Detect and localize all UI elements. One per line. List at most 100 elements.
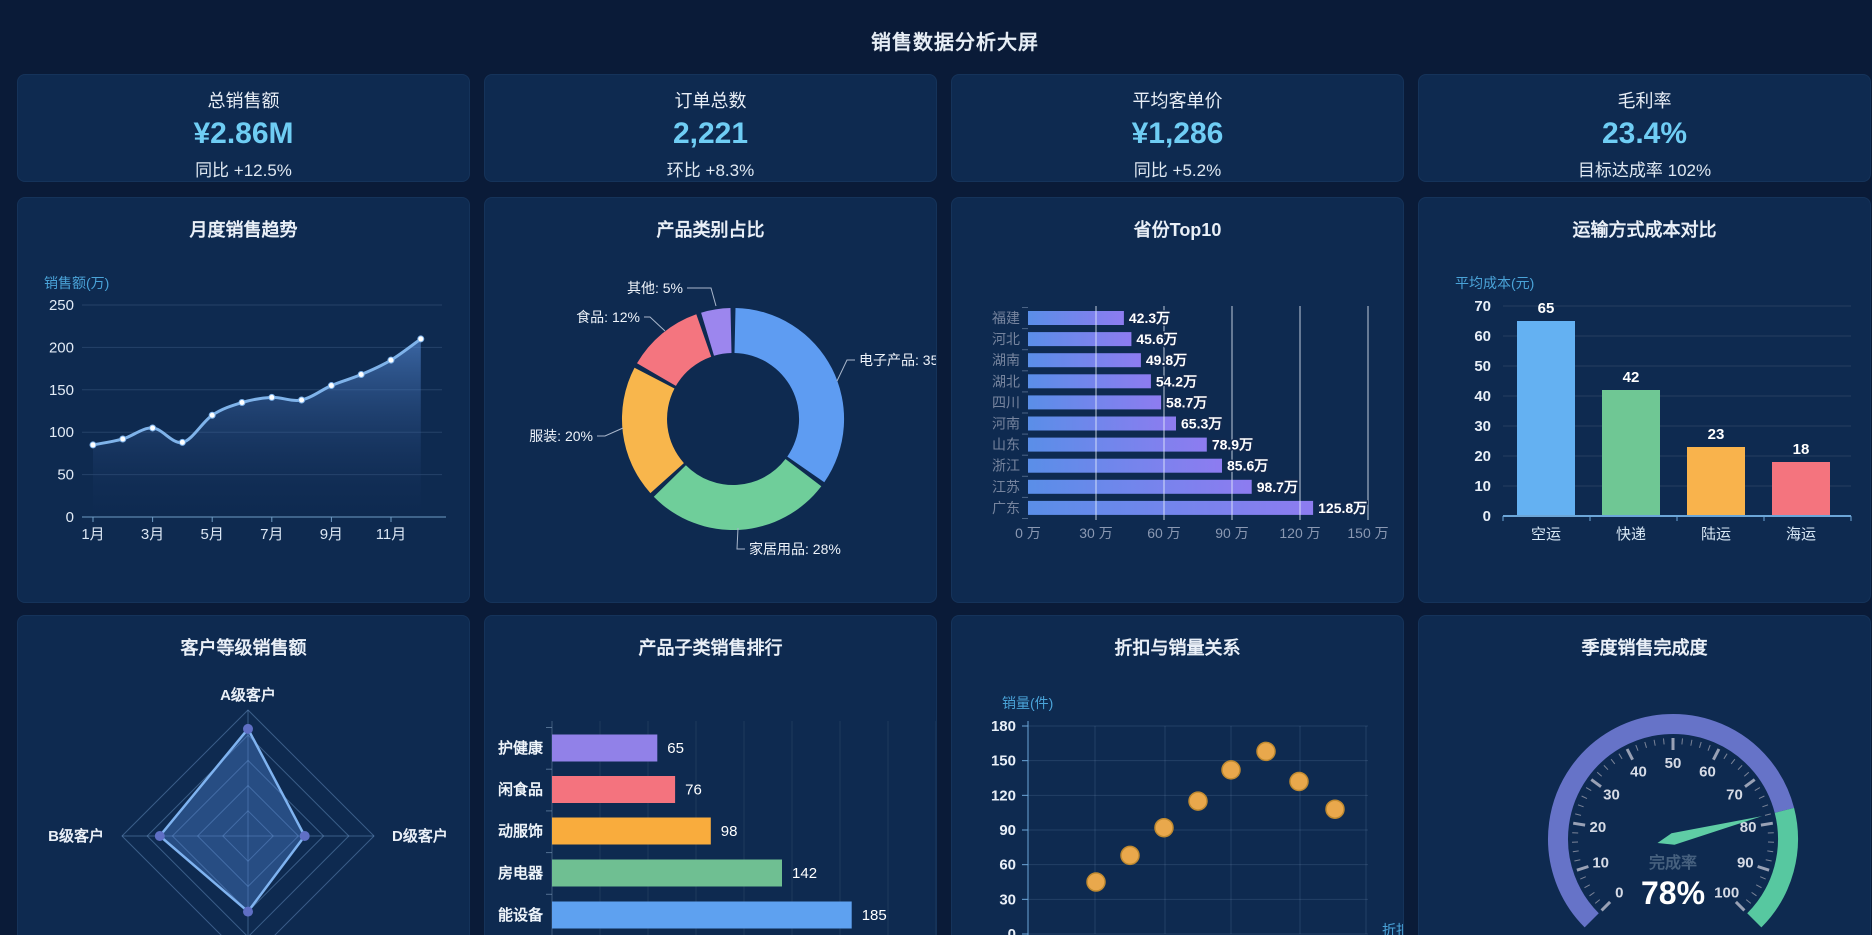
svg-text:30: 30 (1474, 418, 1491, 435)
svg-text:150: 150 (49, 382, 74, 399)
svg-text:河北: 河北 (992, 331, 1020, 347)
kpi-subtext: 目标达成率 102% (1577, 161, 1712, 180)
svg-text:家居用品: 28%: 家居用品: 28% (749, 541, 841, 557)
svg-text:100: 100 (1714, 885, 1739, 902)
svg-text:60: 60 (1699, 763, 1716, 780)
svg-text:A级客户: A级客户 (220, 686, 276, 704)
svg-text:90: 90 (1737, 855, 1754, 872)
svg-text:250: 250 (49, 297, 74, 314)
svg-text:150 万: 150 万 (1347, 525, 1388, 541)
scatter-chart-discount-sales: 销量(件) 0 30 60 90 120 150 180 折扣率 (991, 695, 1403, 935)
kpi-card-avg-order-value: 平均客单价 ¥1,286 同比 +5.2% (951, 74, 1404, 182)
svg-text:58.7万: 58.7万 (1166, 394, 1207, 410)
chart-card-monthly-trend: 月度销售趋势 0 50 100 150 200 250 销售额(万) 1月 3月 5月 7月 9月 11… (17, 197, 470, 603)
svg-text:浙江: 浙江 (992, 458, 1020, 474)
svg-text:80: 80 (1740, 819, 1757, 836)
svg-text:陆运: 陆运 (1701, 526, 1731, 543)
kpi-value: ¥2.86M (193, 117, 294, 150)
svg-text:65.3万: 65.3万 (1181, 416, 1222, 432)
svg-text:福建: 福建 (992, 310, 1020, 326)
donut-chart-category-share: 电子产品: 35% 家居用品: 28% 服装: 20% 食品: 12% 其他: 5% (529, 280, 936, 557)
svg-text:100: 100 (49, 424, 74, 441)
svg-text:0: 0 (1008, 926, 1016, 935)
kpi-subtext: 同比 +5.2% (1133, 161, 1222, 180)
svg-text:3月: 3月 (141, 526, 164, 543)
svg-text:70: 70 (1726, 786, 1743, 803)
svg-text:完成率: 完成率 (1649, 853, 1697, 872)
svg-text:90: 90 (999, 822, 1016, 839)
svg-text:湖南: 湖南 (992, 352, 1020, 368)
chart-card-category-share: 产品类别占比 电子产品: 35% 家居用品: 28% 服装: 20% 食品: 12% 其… (484, 197, 937, 603)
svg-text:护健康: 护健康 (498, 739, 544, 757)
chart-card-discount-scatter: 折扣与销量关系 销量(件) 0 30 60 90 120 150 180 折扣率 (951, 615, 1404, 935)
svg-text:1月: 1月 (81, 526, 104, 543)
svg-text:49.8万: 49.8万 (1146, 352, 1187, 368)
svg-text:闲食品: 闲食品 (498, 781, 543, 799)
svg-text:78.9万: 78.9万 (1212, 437, 1253, 453)
chart-card-subcategory-rank: 产品子类销售排行 护健康 65 闲食品 76 动服饰 98 房电器 142 能设备 185 (484, 615, 937, 935)
svg-text:50: 50 (1665, 755, 1682, 772)
svg-text:食品: 12%: 食品: 12% (576, 309, 640, 325)
svg-text:9月: 9月 (320, 526, 343, 543)
svg-text:海运: 海运 (1786, 526, 1816, 543)
svg-text:70: 70 (1474, 298, 1491, 315)
bar-chart-transport-cost: 平均成本(元) 0 10 20 30 40 50 60 70 65 空运 42 快递 23 陆运 18 海运 (1455, 275, 1852, 543)
svg-text:40: 40 (1474, 388, 1491, 405)
gauge-chart-quarterly-completion: 0 10 20 30 40 50 60 70 80 90 100 完成率 78% (1548, 713, 1798, 928)
svg-text:120: 120 (991, 787, 1016, 804)
svg-text:B级客户: B级客户 (48, 827, 104, 845)
hbar-chart-subcategory-rank: 护健康 65 闲食品 76 动服饰 98 房电器 142 能设备 185 (498, 721, 936, 935)
svg-text:120 万: 120 万 (1279, 525, 1320, 541)
chart-title: 折扣与销量关系 (1114, 638, 1241, 658)
svg-text:动服饰: 动服饰 (498, 822, 543, 840)
svg-text:服装: 20%: 服装: 20% (529, 428, 593, 444)
kpi-label: 平均客单价 (1132, 91, 1223, 111)
kpi-label: 订单总数 (674, 91, 747, 111)
svg-text:180: 180 (991, 718, 1016, 735)
chart-title: 季度销售完成度 (1581, 638, 1708, 658)
chart-title: 客户等级销售额 (180, 638, 307, 658)
kpi-label: 总销售额 (207, 91, 280, 111)
svg-text:18: 18 (1793, 441, 1810, 458)
svg-text:42: 42 (1623, 369, 1640, 386)
svg-text:200: 200 (49, 339, 74, 356)
svg-text:能设备: 能设备 (498, 906, 544, 924)
svg-text:30: 30 (1603, 786, 1620, 803)
chart-card-quarterly-gauge: 季度销售完成度 0 10 20 30 40 50 60 70 80 90 100 完成率 78% (1418, 615, 1871, 935)
svg-text:98: 98 (721, 823, 738, 840)
radar-chart-customer-level: A级客户D级客户C级客户B级客户 (48, 686, 448, 935)
svg-text:30 万: 30 万 (1079, 525, 1112, 541)
svg-text:78%: 78% (1641, 875, 1705, 911)
svg-text:平均成本(元): 平均成本(元) (1455, 275, 1534, 291)
svg-text:10: 10 (1474, 478, 1491, 495)
svg-text:42.3万: 42.3万 (1129, 310, 1170, 326)
svg-text:142: 142 (792, 865, 817, 882)
page-title: 销售数据分析大屏 (871, 32, 1039, 54)
chart-title: 产品类别占比 (656, 220, 765, 240)
svg-text:四川: 四川 (992, 394, 1020, 410)
svg-text:空运: 空运 (1531, 526, 1561, 543)
kpi-card-order-count: 订单总数 2,221 环比 +8.3% (484, 74, 937, 182)
kpi-subtext: 同比 +12.5% (195, 161, 292, 180)
svg-text:20: 20 (1590, 819, 1607, 836)
line-chart-monthly-trend: 0 50 100 150 200 250 销售额(万) 1月 3月 5月 7月 9月 11月 (44, 275, 446, 543)
kpi-label: 毛利率 (1617, 91, 1672, 111)
svg-text:60 万: 60 万 (1147, 525, 1180, 541)
svg-text:185: 185 (862, 907, 887, 924)
svg-text:河南: 河南 (992, 416, 1020, 432)
svg-text:11月: 11月 (376, 526, 407, 543)
svg-text:85.6万: 85.6万 (1227, 458, 1268, 474)
svg-text:90 万: 90 万 (1215, 525, 1248, 541)
svg-text:广东: 广东 (992, 500, 1020, 516)
kpi-value: 2,221 (672, 117, 749, 150)
svg-text:60: 60 (1474, 328, 1491, 345)
svg-text:0: 0 (66, 509, 74, 526)
svg-text:销量(件): 销量(件) (1002, 695, 1053, 711)
svg-text:50: 50 (1474, 358, 1491, 375)
chart-card-customer-radar: 客户等级销售额 A级客户D级客户C级客户B级客户 (17, 615, 470, 935)
svg-text:山东: 山东 (992, 437, 1020, 453)
svg-text:其他: 5%: 其他: 5% (627, 280, 683, 296)
svg-text:45.6万: 45.6万 (1136, 331, 1177, 347)
